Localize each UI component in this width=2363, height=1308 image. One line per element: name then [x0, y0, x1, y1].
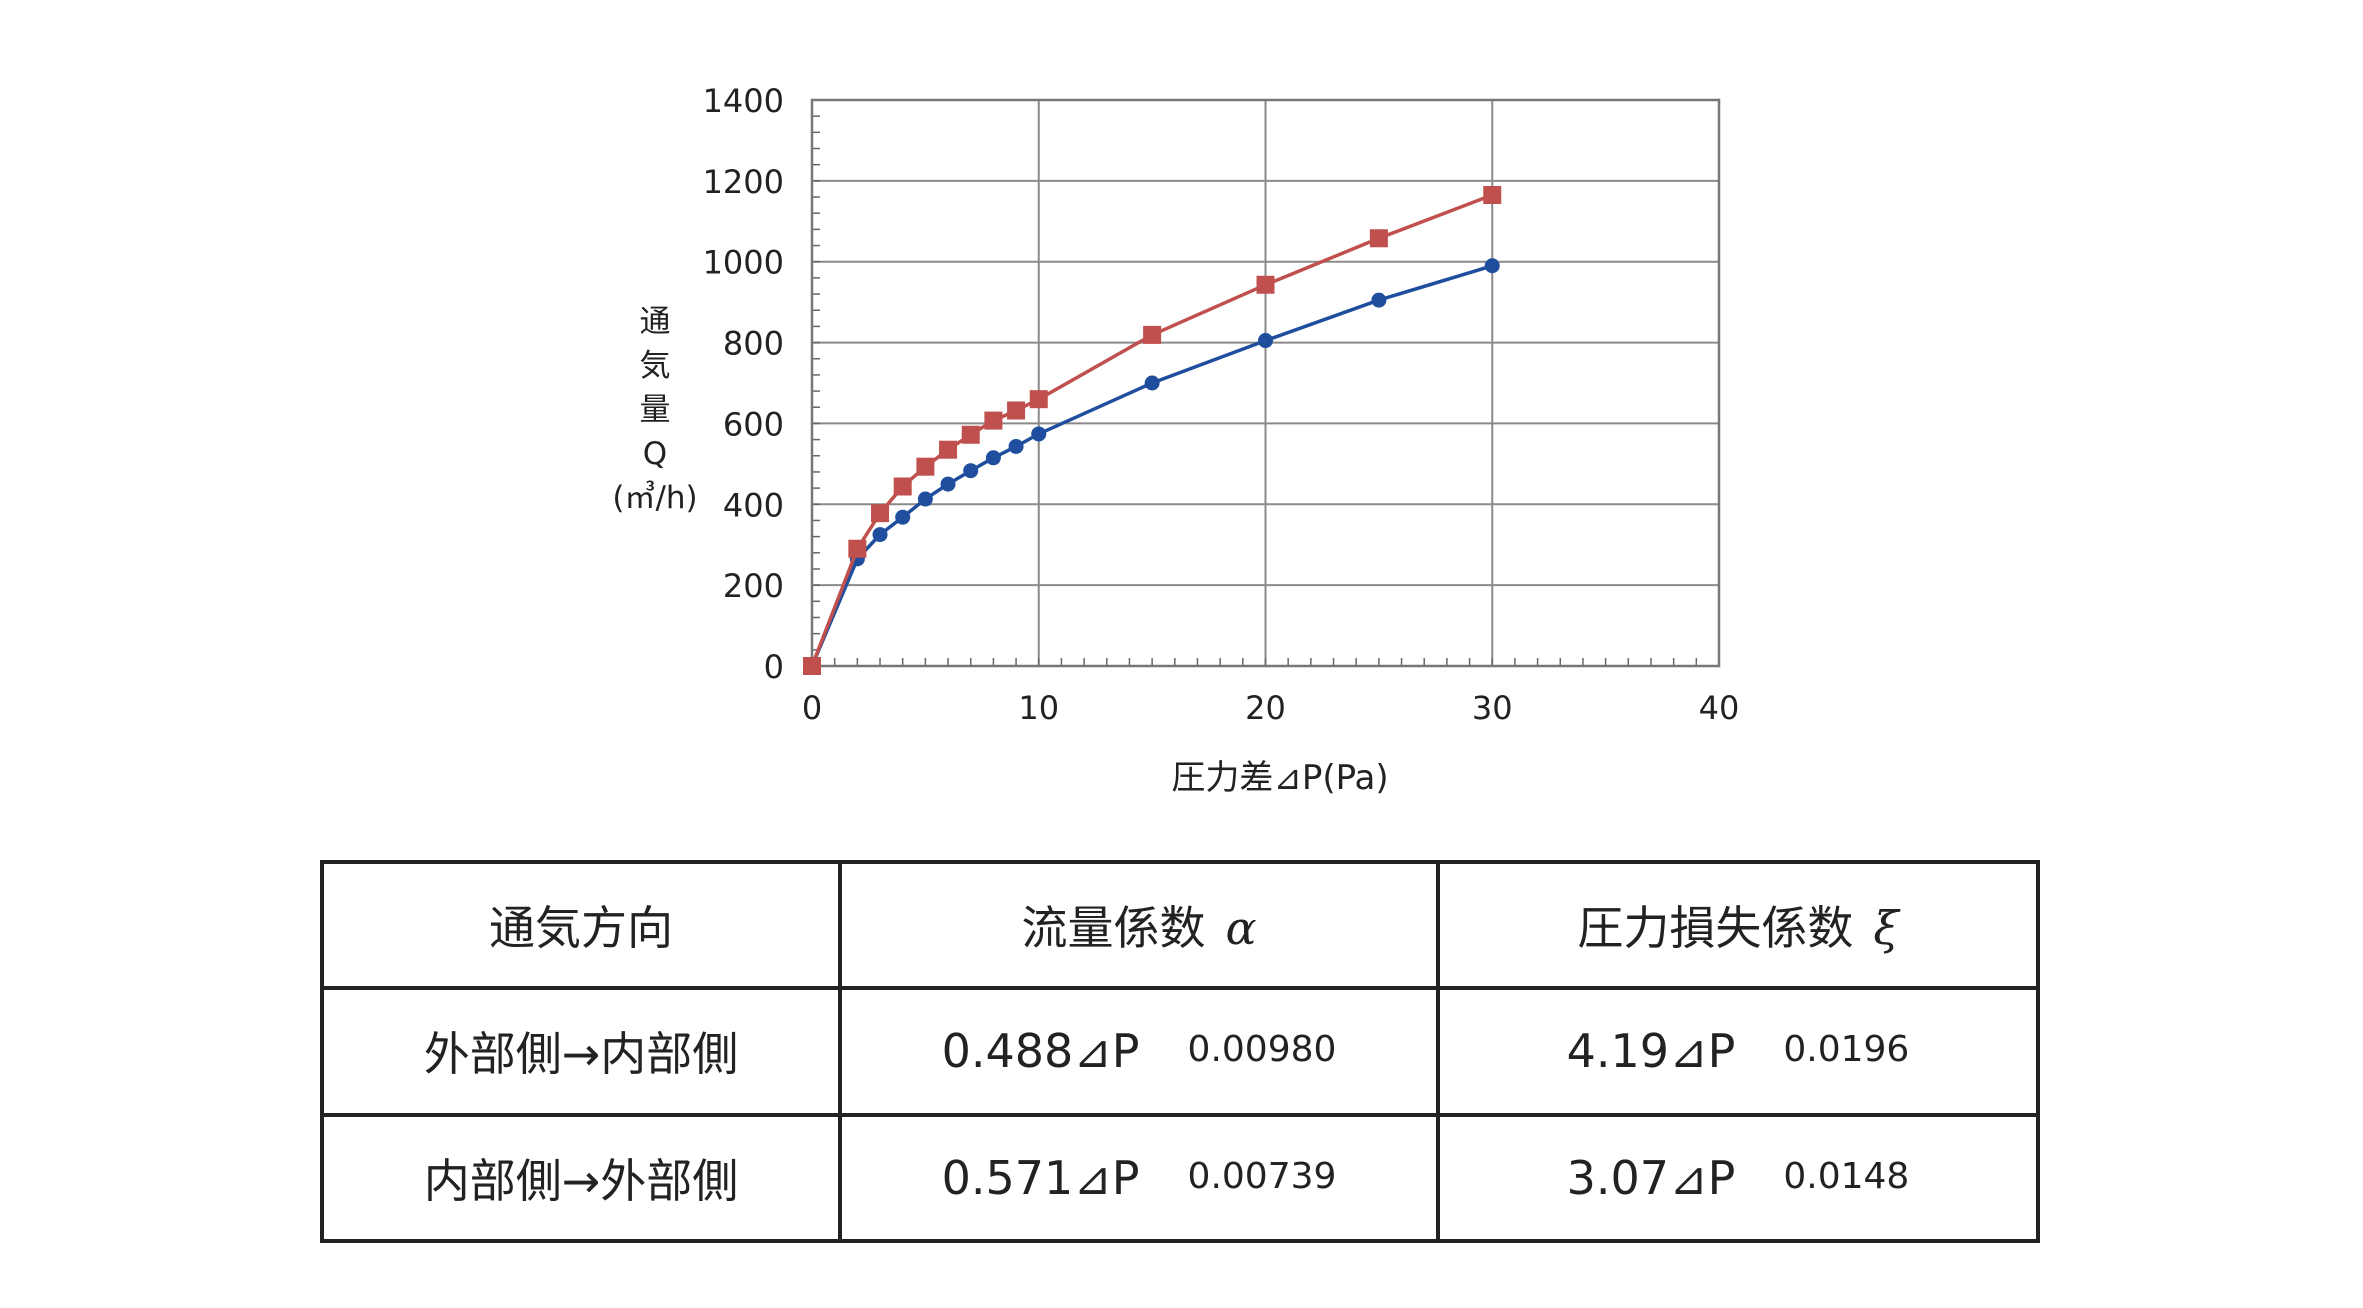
blue-series-point: [1484, 258, 1500, 274]
blue-series-line: [810, 264, 1493, 667]
red-series-point: [1007, 401, 1026, 420]
red-series-point: [1483, 186, 1502, 205]
alpha-base: 0.571⊿P: [941, 1150, 1140, 1205]
y-axis-label-char: 通: [639, 304, 671, 340]
xi-symbol: ξ: [1873, 901, 1899, 956]
red-series-point: [803, 657, 821, 675]
x-tick-label: 10: [1018, 689, 1059, 727]
blue-series-point: [872, 527, 888, 543]
y-tick-label: 200: [723, 567, 784, 605]
red-series-point: [1369, 229, 1388, 248]
xi-cell: 4.19⊿P 0.0196: [1436, 986, 2040, 1117]
x-tick-label: 40: [1699, 689, 1740, 727]
xi-exponent: 0.0148: [1783, 1155, 1910, 1197]
y-axis-label: 通 気 量 Q (㎥/h): [575, 300, 735, 520]
blue-series-point: [1144, 375, 1160, 391]
xi-base: 3.07⊿P: [1566, 1150, 1736, 1205]
alpha-exponent: 0.00739: [1187, 1155, 1337, 1197]
table-row: 外部側→内部側 0.488⊿P 0.00980 4.19⊿P 0.0196: [320, 986, 2040, 1117]
red-series-point: [893, 477, 912, 496]
plot-border: [810, 98, 1721, 668]
y-tick-label: 0: [764, 648, 784, 686]
x-tick-label: 20: [1245, 689, 1286, 727]
y-tick-label: 1000: [703, 244, 784, 282]
red-series-point: [961, 425, 980, 444]
x-tick-label: 0: [802, 689, 822, 727]
red-series-point: [916, 457, 935, 476]
blue-series-point: [963, 463, 979, 479]
blue-series-point: [940, 476, 956, 492]
direction-cell: 外部側→内部側: [320, 986, 842, 1117]
table-row: 内部側→外部側 0.571⊿P 0.00739 3.07⊿P 0.0148: [320, 1112, 2040, 1244]
red-series-point: [1256, 275, 1275, 294]
alpha-symbol: α: [1225, 901, 1257, 956]
xi-exponent: 0.0196: [1783, 1029, 1910, 1071]
blue-series-point: [895, 509, 911, 525]
red-series-point: [984, 411, 1003, 430]
direction-cell: 内部側→外部側: [320, 1112, 842, 1244]
y-tick-label: 400: [723, 486, 784, 524]
header-direction: 通気方向: [320, 859, 842, 991]
chart-grid: [811, 99, 1720, 667]
header-pressure-loss-label: 圧力損失係数: [1577, 901, 1854, 956]
x-tick-labels: 0 10 20 30 40: [802, 689, 1740, 727]
alpha-cell: 0.571⊿P 0.00739: [838, 1112, 1440, 1244]
x-axis-label: 圧力差⊿P(Pa): [1171, 758, 1389, 798]
red-series-point: [1143, 325, 1162, 344]
chart-series: [803, 186, 1502, 675]
y-tick-label: 1400: [703, 82, 784, 120]
red-series-point: [939, 440, 958, 459]
red-series-point: [848, 539, 867, 558]
y-tick-labels: 0 200 400 600 800 1000 1200 1400: [703, 82, 784, 686]
y-axis-label-char: 気: [639, 348, 671, 384]
y-tick-label: 600: [723, 405, 784, 443]
alpha-exponent: 0.00980: [1187, 1029, 1337, 1071]
red-series-point: [1029, 390, 1048, 409]
y-axis-label-char: Q: [642, 436, 668, 472]
plot-frame: [810, 98, 1721, 668]
y-tick-label: 1200: [703, 163, 784, 201]
y-tick-label: 800: [723, 325, 784, 363]
blue-series-point: [985, 450, 1001, 466]
blue-series-point: [1258, 333, 1273, 349]
flow-chart: 0 200 400 600 800 1000 1200 1400 0 10 20 30 40: [703, 82, 1740, 727]
coefficient-table: 通気方向 流量係数 α 圧力損失係数 ξ 外部側→内部側 0.488⊿P 0.0098…: [320, 859, 2040, 1244]
red-series-line: [810, 193, 1493, 667]
blue-series-point: [1008, 438, 1024, 454]
x-tick-label: 30: [1472, 689, 1513, 727]
xi-cell: 3.07⊿P 0.0148: [1436, 1112, 2040, 1244]
header-flow-coefficient-label: 流量係数: [1021, 901, 1206, 956]
alpha-cell: 0.488⊿P 0.00980: [838, 986, 1440, 1117]
table-header-row: 通気方向 流量係数 α 圧力損失係数 ξ: [320, 859, 2040, 991]
header-flow-coefficient: 流量係数 α: [838, 859, 1440, 991]
alpha-base: 0.488⊿P: [941, 1024, 1140, 1079]
y-axis-label-unit: (㎥/h): [612, 480, 698, 516]
blue-series-point: [917, 491, 933, 507]
xi-base: 4.19⊿P: [1566, 1024, 1736, 1079]
header-pressure-loss-coefficient: 圧力損失係数 ξ: [1436, 859, 2040, 991]
blue-series-point: [1371, 292, 1387, 308]
y-axis-label-char: 量: [639, 392, 671, 428]
blue-series-point: [1031, 426, 1047, 442]
red-series-point: [871, 504, 890, 523]
